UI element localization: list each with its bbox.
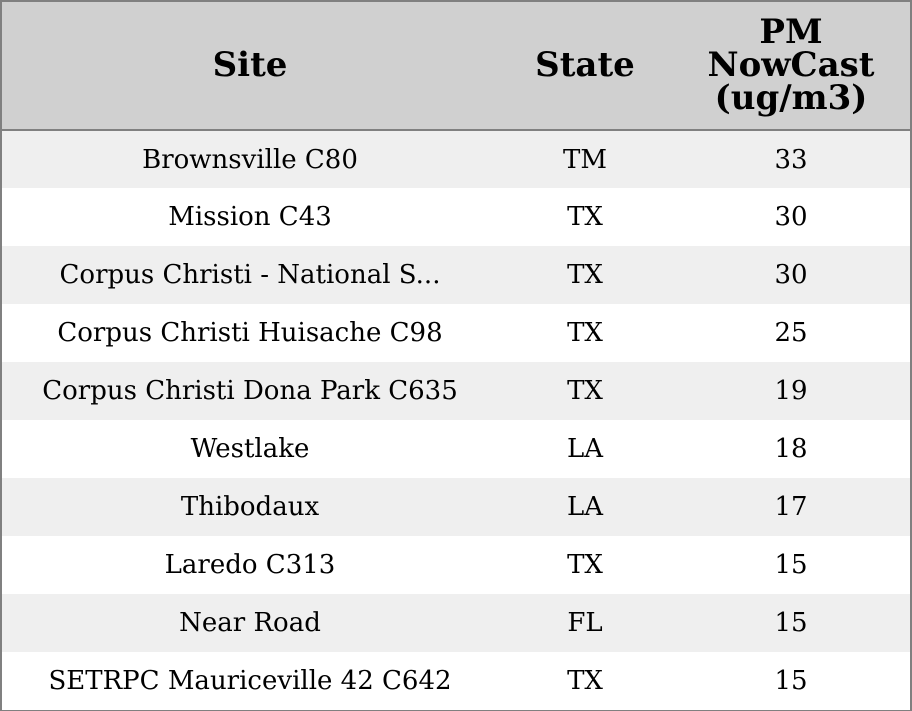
pm-nowcast-cell: 17 (774, 492, 808, 522)
table-row: Brownsville C80 TM 33 (2, 130, 910, 188)
column-header-site-text: Site (212, 45, 288, 85)
column-header-site: Site (2, 2, 498, 131)
column-header-state-text: State (535, 45, 635, 85)
table-row: SETRPC Mauriceville 42 C642 TX 15 (2, 652, 910, 710)
state-cell: TX (567, 376, 603, 406)
site-cell: Corpus Christi - National S... (59, 260, 441, 290)
pm-nowcast-cell: 25 (774, 318, 808, 348)
column-header-state: State (498, 2, 672, 131)
table-row: Westlake LA 18 (2, 420, 910, 478)
pm-nowcast-cell: 19 (774, 376, 808, 406)
site-cell: Brownsville C80 (142, 144, 358, 175)
pm-nowcast-cell: 30 (774, 202, 808, 232)
state-cell: TX (567, 550, 603, 580)
column-header-pm-line-2: NowCast (707, 45, 875, 85)
column-header-pm-line-3: (ug/m3) (714, 78, 868, 118)
site-cell: Near Road (179, 608, 321, 638)
column-header-pm-nowcast: PM NowCast (ug/m3) (672, 2, 910, 131)
site-cell: Mission C43 (168, 202, 332, 232)
pm-nowcast-cell: 30 (774, 260, 808, 290)
table-row: Thibodaux LA 17 (2, 478, 910, 536)
table-row: Laredo C313 TX 15 (2, 536, 910, 594)
state-cell: TM (563, 144, 607, 175)
state-cell: TX (567, 318, 603, 348)
table-header-row: Site State PM NowCast (ug/m3) (2, 2, 910, 131)
state-cell: TX (567, 202, 603, 232)
pm-nowcast-cell: 15 (774, 608, 808, 638)
table-row: Near Road FL 15 (2, 594, 910, 652)
table-row: Corpus Christi Dona Park C635 TX 19 (2, 362, 910, 420)
table-row: Corpus Christi - National S... TX 30 (2, 246, 910, 304)
state-cell: LA (566, 434, 604, 464)
state-cell: LA (566, 492, 604, 522)
pm-nowcast-cell: 15 (774, 666, 808, 696)
site-cell: Corpus Christi Huisache C98 (57, 318, 443, 348)
site-cell: Corpus Christi Dona Park C635 (42, 376, 458, 406)
site-cell: Thibodaux (180, 492, 320, 522)
site-cell: Westlake (190, 434, 310, 464)
state-cell: FL (567, 608, 603, 638)
pm-nowcast-cell: 15 (774, 550, 808, 580)
site-cell: Laredo C313 (164, 550, 336, 580)
pm-nowcast-cell: 18 (774, 434, 808, 464)
state-cell: TX (567, 260, 603, 290)
site-cell: SETRPC Mauriceville 42 C642 (48, 666, 452, 696)
pm-nowcast-cell: 33 (774, 144, 808, 175)
table-row: Corpus Christi Huisache C98 TX 25 (2, 304, 910, 362)
table-body: Brownsville C80 TM 33 Mission C43 TX 30 Corpus… (2, 130, 910, 710)
state-cell: TX (567, 666, 603, 696)
column-header-pm-line-1: PM (759, 12, 823, 52)
table-row: Mission C43 TX 30 (2, 188, 910, 246)
